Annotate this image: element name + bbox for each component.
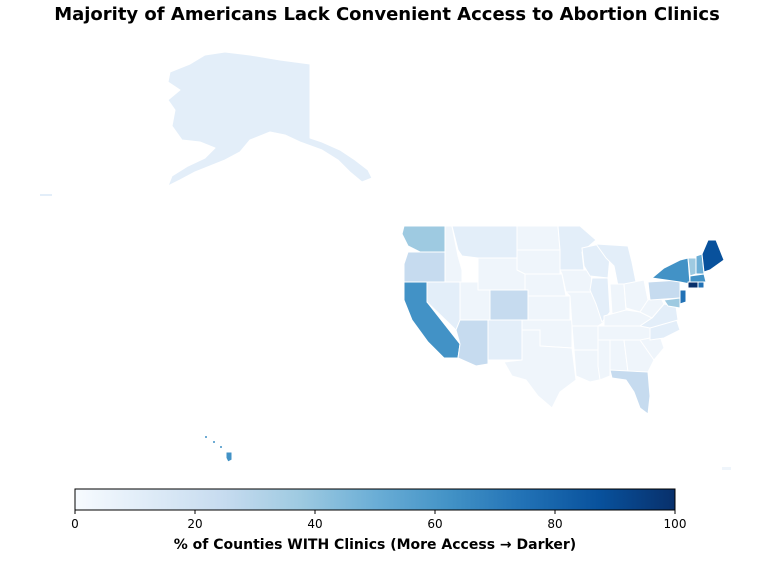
hawaii-island-1 <box>205 436 207 438</box>
state-north-dakota <box>516 225 561 251</box>
state-maryland <box>663 297 681 309</box>
state-arizona <box>455 319 489 367</box>
colorbar-label: % of Counties WITH Clinics (More Access … <box>173 537 577 553</box>
colorbar-tick-label: 40 <box>307 517 322 531</box>
state-indiana <box>609 283 627 315</box>
state-tennessee <box>597 325 657 341</box>
state-vermont <box>687 257 697 277</box>
hawaii-island-3 <box>220 446 222 448</box>
state-west-virginia <box>639 295 665 319</box>
state-new-mexico <box>487 319 523 361</box>
state-connecticut <box>687 281 699 289</box>
state-new-jersey <box>679 289 687 305</box>
state-georgia <box>623 339 655 373</box>
state-maine <box>701 239 725 273</box>
hawaii-island-2 <box>213 441 215 443</box>
map-title: Majority of Americans Lack Convenient Ac… <box>54 4 720 25</box>
colorbar-tick-label: 60 <box>427 517 442 531</box>
state-washington <box>401 225 446 253</box>
state-mississippi <box>597 339 611 381</box>
state-alaska <box>167 51 373 187</box>
state-pennsylvania <box>647 279 681 301</box>
state-illinois <box>589 277 611 323</box>
state-montana <box>451 225 518 259</box>
colorbar-tick-label: 100 <box>664 517 687 531</box>
state-rhode-island <box>697 281 705 289</box>
state-nebraska <box>524 273 567 297</box>
state-massachusetts <box>689 273 707 283</box>
state-texas <box>503 329 577 409</box>
state-oregon <box>403 251 446 283</box>
colorbar-tick-label: 80 <box>547 517 562 531</box>
colorbar-tick-label: 20 <box>187 517 202 531</box>
state-florida <box>609 369 651 415</box>
state-arkansas <box>571 325 601 351</box>
state-new-york <box>651 257 691 285</box>
colorbar <box>74 488 676 511</box>
state-colorado <box>489 289 529 321</box>
puerto-rico <box>722 467 731 470</box>
state-hawaii <box>225 451 233 463</box>
state-kansas <box>527 295 571 321</box>
colorbar-ticks: 0 20 40 60 80 100 <box>71 510 686 531</box>
state-south-dakota <box>516 249 561 275</box>
colorbar-tick-label: 0 <box>71 517 79 531</box>
